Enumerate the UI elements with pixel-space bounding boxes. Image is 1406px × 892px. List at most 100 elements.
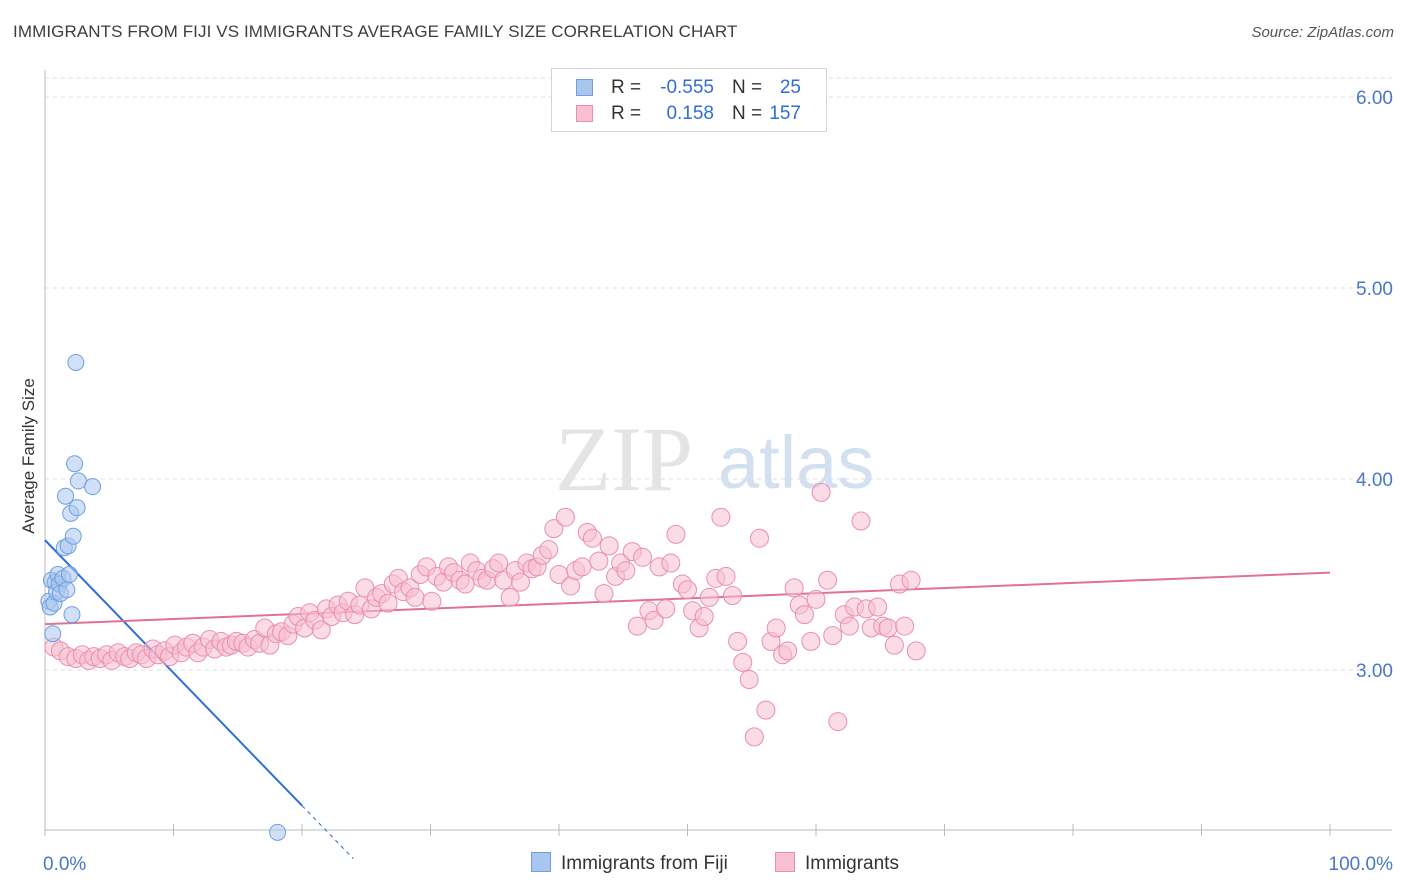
data-point xyxy=(405,587,425,607)
legend-r-label: R = xyxy=(611,103,642,124)
bottom-legend-immigrants: Immigrants xyxy=(775,852,899,875)
data-point xyxy=(711,507,731,527)
series-immigrants xyxy=(44,482,926,747)
data-point xyxy=(661,553,681,573)
data-point xyxy=(744,727,764,747)
data-point xyxy=(839,616,859,636)
data-point xyxy=(539,540,559,560)
data-point xyxy=(644,610,664,630)
data-point xyxy=(66,455,84,473)
data-point xyxy=(801,631,821,651)
data-point xyxy=(756,700,776,720)
data-point xyxy=(656,599,676,619)
data-point xyxy=(311,620,331,640)
data-point xyxy=(823,626,843,646)
data-point xyxy=(44,625,62,643)
source-note: Source: ZipAtlas.com xyxy=(1251,24,1394,41)
data-point xyxy=(594,584,614,604)
data-point xyxy=(733,652,753,672)
watermark-atlas: atlas xyxy=(718,421,874,504)
y-tick-label: 6.00 xyxy=(1356,88,1393,109)
data-point xyxy=(806,589,826,609)
data-point xyxy=(851,511,871,531)
legend-r-label: R = xyxy=(611,77,642,98)
data-point xyxy=(378,593,398,613)
bottom-legend-fiji: Immigrants from Fiji xyxy=(531,852,728,875)
data-point xyxy=(84,478,102,496)
legend-swatch-fiji xyxy=(576,79,593,96)
data-point xyxy=(694,607,714,627)
data-point xyxy=(627,616,647,636)
data-point xyxy=(269,823,287,841)
data-point xyxy=(895,616,915,636)
data-point xyxy=(784,578,804,598)
data-point xyxy=(69,472,87,490)
data-point xyxy=(58,581,76,599)
watermark: ZIP atlas xyxy=(555,408,874,510)
watermark-zip: ZIP xyxy=(555,408,693,510)
data-point xyxy=(68,499,86,517)
data-point xyxy=(739,670,759,690)
data-point xyxy=(455,574,475,594)
data-point xyxy=(616,561,636,581)
y-tick-label: 5.00 xyxy=(1356,279,1393,300)
data-point xyxy=(828,712,848,732)
data-point xyxy=(884,635,904,655)
series-fiji xyxy=(40,353,287,841)
x-tick-labels: 0.0% 100.0% xyxy=(43,854,1393,875)
data-point xyxy=(67,353,85,371)
y-tick-label: 3.00 xyxy=(1356,661,1393,682)
data-point xyxy=(63,606,81,624)
data-point xyxy=(818,570,838,590)
y-tick-labels: 3.00 4.00 5.00 6.00 xyxy=(1356,88,1393,682)
data-point xyxy=(794,605,814,625)
data-point xyxy=(728,631,748,651)
data-point xyxy=(901,570,921,590)
data-point xyxy=(422,591,442,611)
data-point xyxy=(489,553,509,573)
chart-title: IMMIGRANTS FROM FIJI VS IMMIGRANTS AVERA… xyxy=(13,22,738,41)
data-point xyxy=(878,618,898,638)
legend-row-fiji: R = -0.555 N = 25 xyxy=(552,75,826,101)
data-point xyxy=(544,519,564,539)
x-tick-label: 100.0% xyxy=(1329,854,1394,875)
legend-n-label: N = xyxy=(732,77,763,98)
data-point xyxy=(582,528,602,548)
y-tick-label: 4.00 xyxy=(1356,470,1393,491)
data-point xyxy=(749,528,769,548)
data-point xyxy=(778,641,798,661)
bottom-legend-label-fiji: Immigrants from Fiji xyxy=(561,853,728,874)
data-point xyxy=(906,641,926,661)
data-point xyxy=(766,618,786,638)
data-point xyxy=(678,580,697,600)
legend-n-value: 25 xyxy=(779,77,801,98)
legend-r-value: -0.555 xyxy=(660,77,714,98)
data-point xyxy=(57,487,75,505)
data-point xyxy=(555,507,575,527)
data-point xyxy=(811,482,831,502)
y-axis-label: Average Family Size xyxy=(19,378,38,534)
bottom-legend-swatch-immigrants xyxy=(775,852,795,872)
legend-row-immigrants: R = 0.158 N = 157 xyxy=(552,101,826,127)
data-point xyxy=(64,527,82,545)
trend-line-extension xyxy=(301,805,354,860)
data-point xyxy=(633,547,653,567)
data-point xyxy=(699,587,719,607)
data-point xyxy=(666,524,686,544)
legend-swatch-immigrants xyxy=(576,105,593,122)
x-tick-label: 0.0% xyxy=(43,854,86,875)
legend-n-value: 157 xyxy=(769,103,801,124)
data-point xyxy=(510,572,530,592)
legend-n-label: N = xyxy=(732,103,763,124)
correlation-legend: R = -0.555 N = 25 R = 0.158 N = 157 xyxy=(551,68,827,132)
data-point xyxy=(589,551,609,571)
bottom-legend-label-immigrants: Immigrants xyxy=(805,853,899,874)
data-point xyxy=(716,566,736,586)
data-point xyxy=(722,586,742,606)
data-point xyxy=(500,587,520,607)
data-points xyxy=(40,353,926,841)
trend-line-fiji xyxy=(44,539,303,807)
legend-r-value: 0.158 xyxy=(666,103,714,124)
data-point xyxy=(572,557,592,577)
